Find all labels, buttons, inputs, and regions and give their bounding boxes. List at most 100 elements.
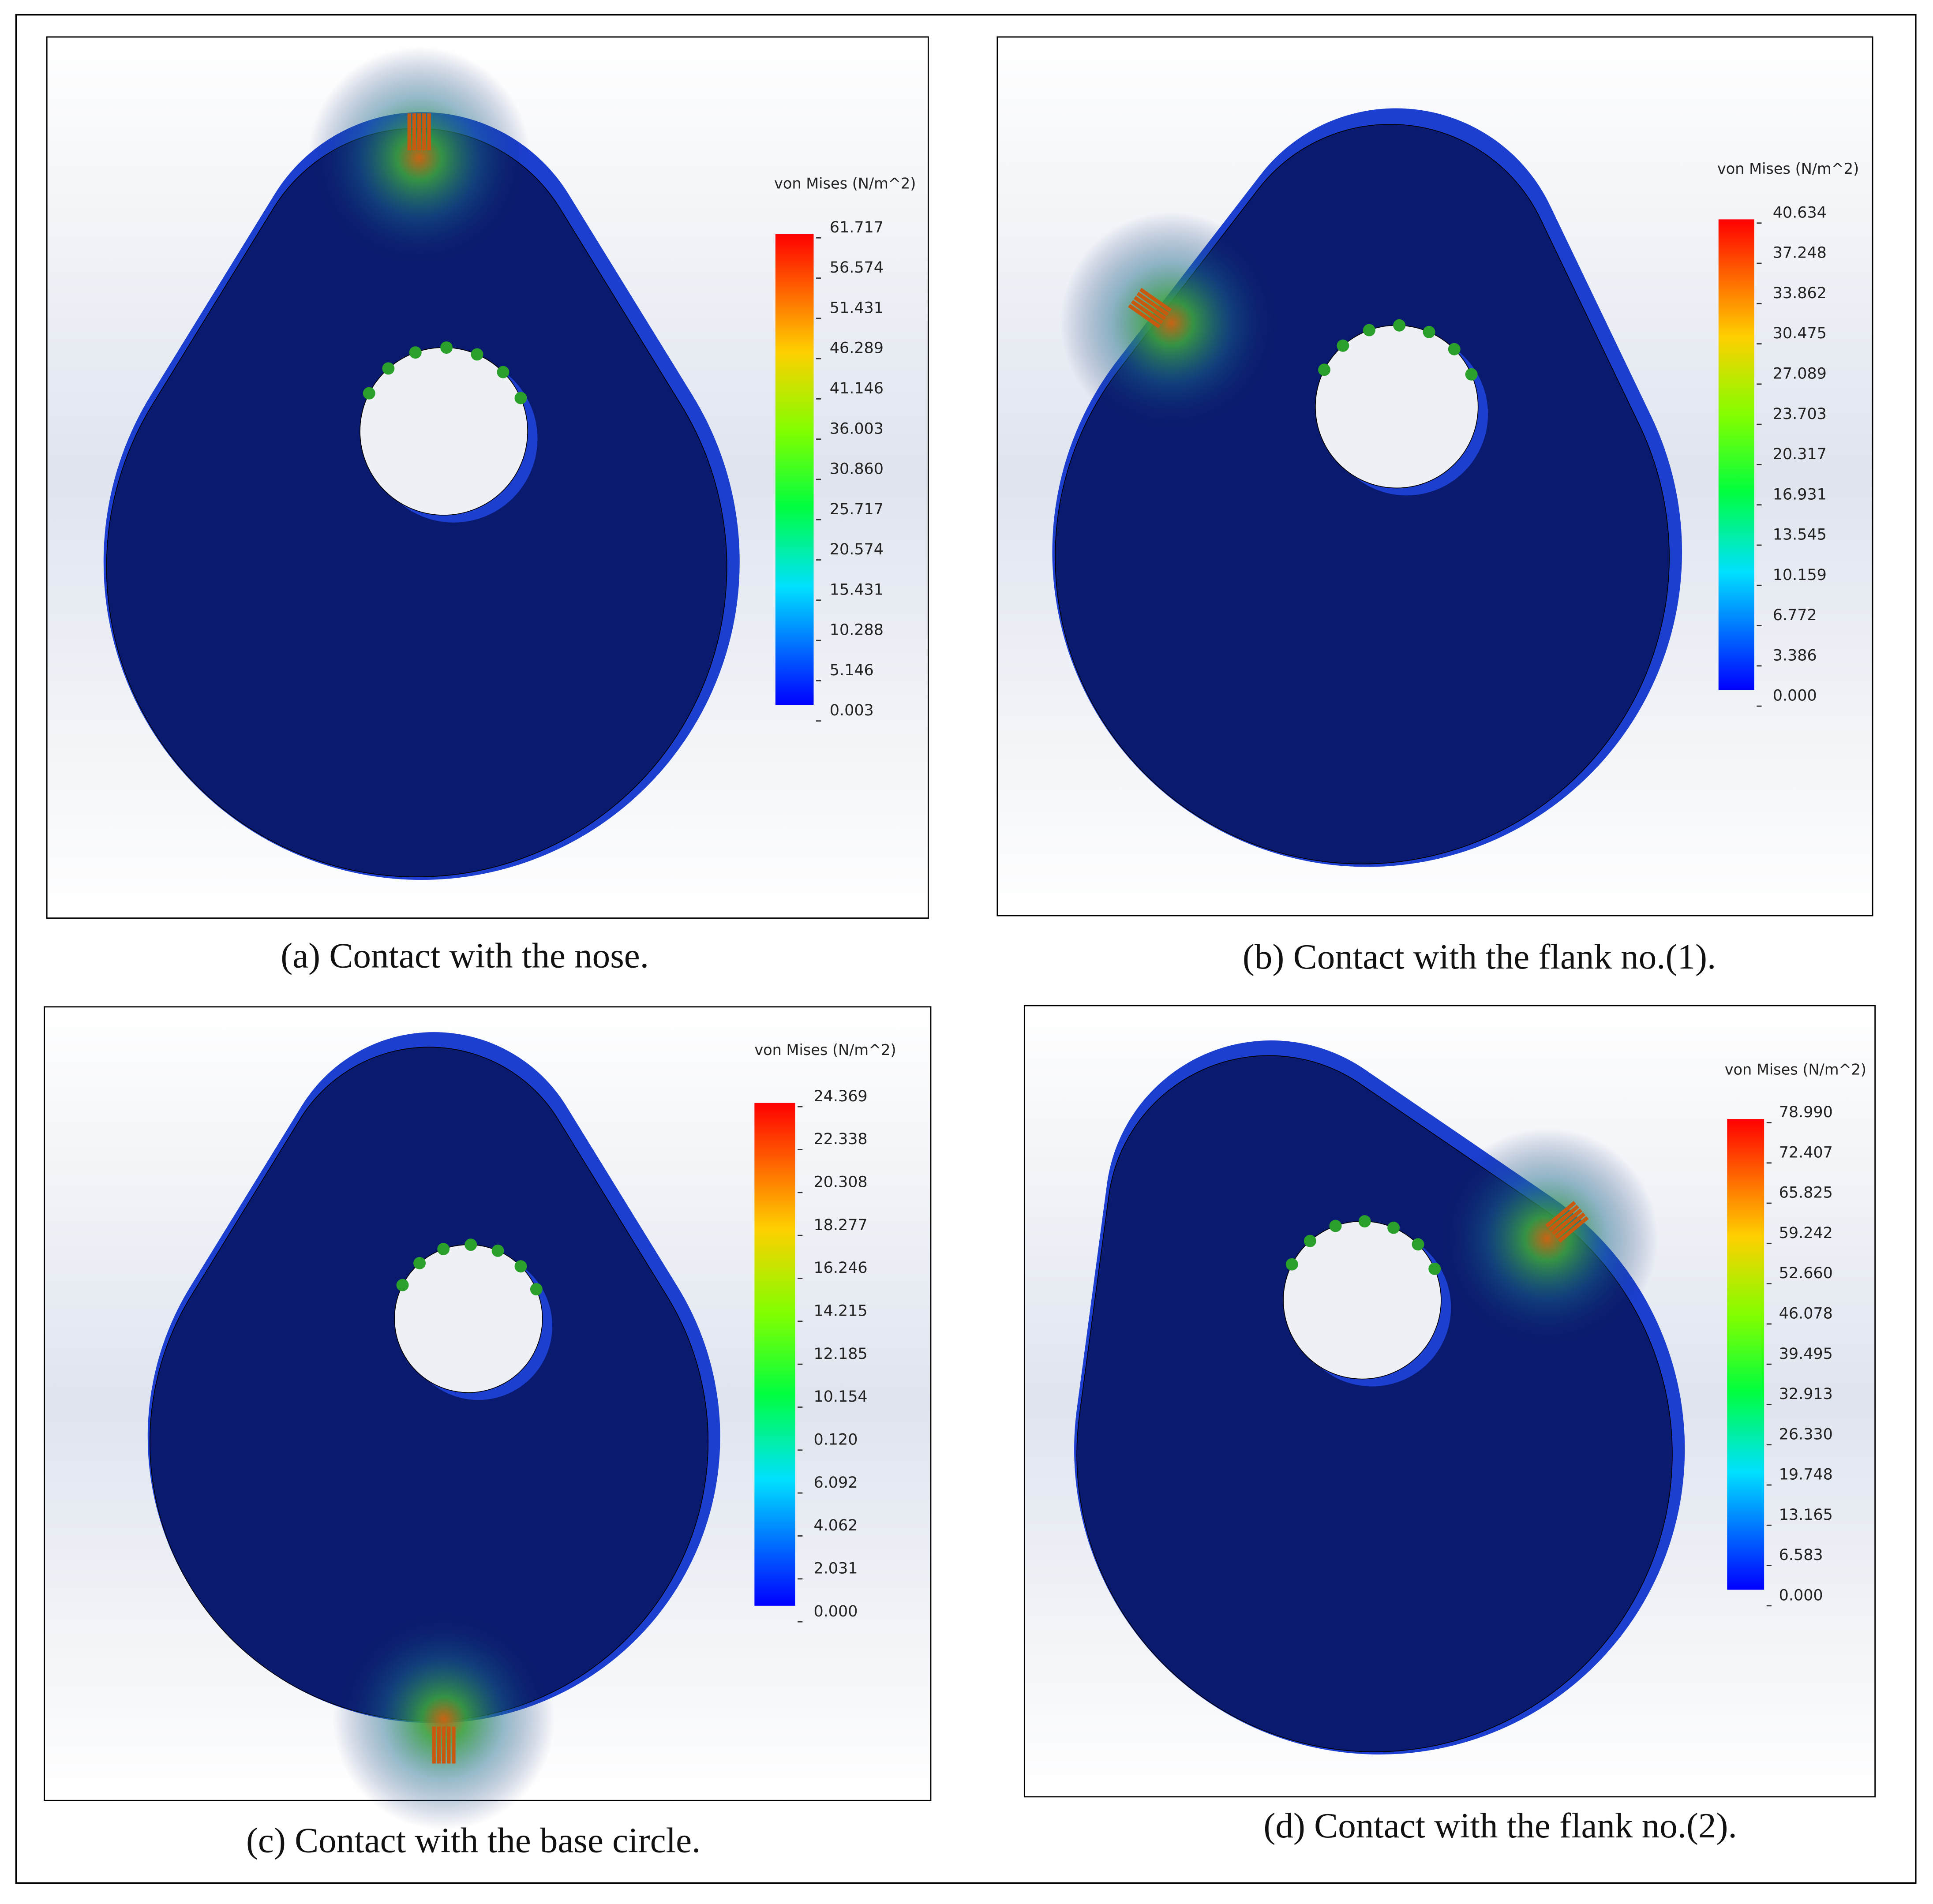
legend-label: 56.574 [830,259,884,277]
load-arrow [1555,1212,1586,1239]
load-arrow [1551,1208,1583,1235]
load-arrow [1545,1201,1576,1228]
fixture-marker [471,348,483,361]
fixture-marker [409,346,422,359]
legend-label: 12.185 [813,1345,867,1363]
legend-colorbar [775,234,814,705]
fixture-marker [1428,1262,1441,1275]
legend-label: 23.703 [1773,405,1827,423]
legend-label: 39.495 [1779,1345,1833,1363]
fixture-marker [1318,363,1330,376]
legend-title: von Mises (N/m^2) [774,175,916,192]
fixture-marker [1363,324,1375,337]
legend-label: 4.062 [813,1517,858,1534]
fixture-marker [1412,1238,1424,1251]
fixture-marker [1285,1258,1298,1271]
fixture-marker [530,1283,543,1296]
load-arrow [1134,296,1166,320]
fixture-marker [382,362,395,375]
fixture-marker [497,366,509,378]
load-arrow [1136,292,1169,316]
legend-label: 24.369 [813,1088,867,1105]
legend-label: 40.634 [1773,204,1827,221]
fixture-marker [1337,339,1349,352]
legend-label: 30.475 [1773,325,1827,342]
legend-label: 5.146 [830,662,874,679]
outer-frame [15,14,1917,1884]
load-arrow [1548,1204,1579,1232]
legend-label: 0.000 [1779,1586,1823,1604]
legend-label: 61.717 [830,219,884,236]
legend-label: 59.242 [1779,1224,1833,1242]
panel: von Mises (N/m^2) 24.369 22.338 20.308 18.27… [44,1006,932,1860]
legend-label: 36.003 [830,420,884,438]
legend-label: 65.825 [1779,1184,1833,1202]
legend-label: 16.931 [1773,486,1827,503]
legend-colorbar [1727,1119,1764,1590]
caption: (a) Contact with the nose. [281,935,649,975]
legend-label: 14.215 [813,1302,867,1320]
cam-body [150,1047,709,1721]
legend-label: 6.583 [1779,1546,1823,1564]
legend-label: 41.146 [830,380,884,397]
fixture-marker [440,341,453,354]
fixture-marker [437,1243,450,1255]
fixture-marker [465,1238,477,1251]
legend-title: von Mises (N/m^2) [1717,160,1859,177]
legend-label: 78.990 [1779,1103,1833,1121]
fixture-marker [1387,1221,1400,1234]
legend-label: 52.660 [1779,1264,1833,1282]
load-arrow [1131,300,1164,325]
legend-label: 20.308 [813,1173,867,1191]
legend-label: 6.092 [813,1474,858,1492]
legend-label: 37.248 [1773,244,1827,262]
legend-label: 13.165 [1779,1506,1833,1524]
legend-label: 0.000 [813,1603,858,1620]
fixture-marker [1393,319,1406,332]
legend-label: 20.317 [1773,445,1827,463]
panel: von Mises (N/m^2) 40.634 37.248 33.862 30.47… [996,36,1873,976]
caption: (b) Contact with the flank no.(1). [1243,937,1716,976]
caption: (c) Contact with the base circle. [246,1821,701,1860]
stress-hotspot [308,47,530,269]
panel: von Mises (N/m^2) 78.990 72.407 65.825 59.24… [1023,1005,1876,1845]
fixture-marker [491,1244,504,1257]
legend-label: 10.154 [813,1388,867,1406]
load-arrow [1128,304,1161,329]
legend-title: von Mises (N/m^2) [754,1041,896,1059]
fixture-marker [1329,1219,1342,1232]
legend-label: 0.000 [1773,687,1817,705]
fixture-marker [1358,1215,1371,1228]
legend-label: 3.386 [1773,647,1817,664]
load-arrow [1139,288,1172,312]
legend-title: von Mises (N/m^2) [1725,1061,1866,1078]
legend-label: 33.862 [1773,284,1827,302]
legend-label: 72.407 [1779,1144,1833,1161]
legend-label: 32.913 [1779,1385,1833,1403]
legend-label: 18.277 [813,1216,867,1234]
legend-label: 13.545 [1773,526,1827,544]
legend-label: 0.003 [830,702,874,719]
legend-label: 30.860 [830,460,884,478]
stress-hotspot [333,1608,555,1830]
legend-colorbar [754,1103,795,1606]
panel: von Mises (N/m^2) 61.717 56.574 51.431 46.28… [46,36,929,975]
fixture-marker [1423,325,1435,338]
legend-label: 10.159 [1773,566,1827,584]
fixture-marker [1304,1234,1316,1247]
fixture-marker [514,1260,527,1273]
fixture-marker [413,1257,426,1269]
legend-label: 10.288 [830,621,884,639]
legend-label: 6.772 [1773,606,1817,624]
fixture-marker [514,392,527,404]
legend-label: 26.330 [1779,1425,1833,1443]
legend-label: 27.089 [1773,365,1827,382]
legend-label: 19.748 [1779,1466,1833,1484]
fixture-marker [1448,343,1461,355]
fixture-marker [363,387,375,400]
legend-label: 16.246 [813,1259,867,1277]
legend-label: 22.338 [813,1130,867,1148]
legend-label: 15.431 [830,581,884,599]
stress-hotspot [1436,1127,1658,1350]
